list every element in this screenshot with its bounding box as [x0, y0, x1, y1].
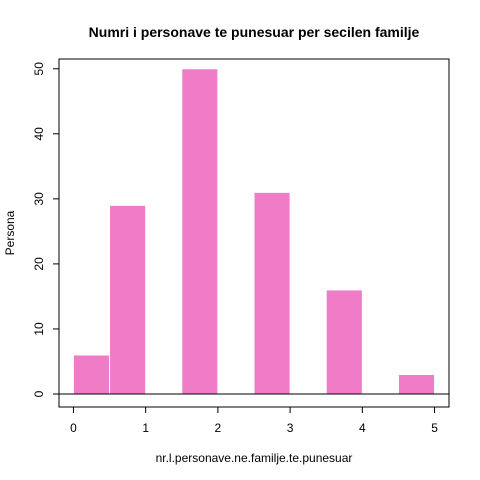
x-tick-label-3: 3 [287, 421, 294, 435]
x-tick-label-1: 1 [142, 421, 149, 435]
bar-5 [397, 373, 436, 395]
y-tick-label-3: 30 [32, 192, 46, 206]
x-axis: 0 1 2 3 4 5 [70, 407, 438, 435]
plot-frame [58, 58, 450, 408]
bar-2 [181, 68, 219, 395]
bars-group [72, 68, 436, 395]
y-tick-label-4: 40 [32, 127, 46, 141]
y-axis-label: Persona [3, 210, 17, 255]
y-tick-label-2: 20 [32, 257, 46, 271]
x-axis-label: nr.l.personave.ne.familje.te.punesuar [156, 451, 353, 465]
x-tick-label-2: 2 [215, 421, 222, 435]
x-tick-label-0: 0 [70, 421, 77, 435]
y-tick-label-5: 50 [32, 62, 46, 76]
y-axis: 0 10 20 30 40 50 [32, 62, 59, 397]
chart-title: Numri i personave te punesuar per secile… [89, 24, 420, 40]
y-tick-label-1: 10 [32, 322, 46, 336]
bar-0 [72, 354, 111, 395]
y-tick-label-0: 0 [32, 390, 46, 397]
x-tick-label-5: 5 [431, 421, 438, 435]
bar-4 [325, 289, 363, 395]
bar-1 [109, 204, 147, 395]
bar-3 [253, 191, 291, 395]
x-tick-label-4: 4 [359, 421, 366, 435]
